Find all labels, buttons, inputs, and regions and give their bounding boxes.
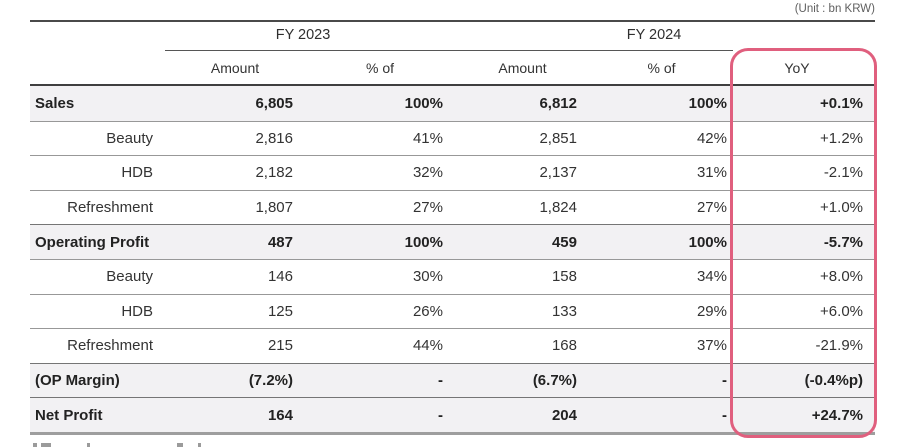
cell-value: -: [722, 372, 727, 390]
column-header-row: Amount % of Amount % of YoY: [30, 51, 875, 84]
cell-value: 1,824: [539, 199, 577, 217]
row-label: Refreshment: [67, 337, 153, 355]
cell-value: 133: [551, 302, 577, 320]
table-row-refreshment: Refreshment 215 44% 168 37% -21.9%: [30, 328, 875, 363]
column-header-amount-fy2023: Amount: [210, 59, 260, 76]
cell-value: 100%: [688, 94, 727, 112]
table-bottom-rule: [30, 432, 875, 435]
row-label: Refreshment: [67, 199, 153, 217]
column-header-pct-fy2024: % of: [647, 59, 676, 76]
column-header-amount-fy2024: Amount: [498, 59, 547, 76]
cell-value: 487: [267, 233, 293, 251]
cell-value: 6,805: [255, 94, 293, 112]
table-row-net-profit: Net Profit 164 - 204 - +24.7%: [30, 397, 875, 432]
table-body: Sales 6,805 100% 6,812 100% +0.1% Beauty 2,816 4…: [30, 86, 875, 432]
cell-value: 37%: [696, 337, 727, 355]
cell-value: +1.2%: [820, 129, 863, 147]
table-header-rule: [30, 84, 875, 86]
footnote-fragment: [41, 443, 48, 447]
table-row-beauty: Beauty 2,816 41% 2,851 42% +1.2%: [30, 120, 875, 156]
cell-value: -: [438, 406, 443, 424]
cell-value: 100%: [404, 233, 443, 251]
cell-value: +6.0%: [820, 302, 863, 320]
cell-value: 2,816: [255, 129, 293, 147]
table-row-beauty: Beauty 146 30% 158 34% +8.0%: [30, 258, 875, 294]
footnote-fragment: [198, 443, 201, 447]
table-row-operating-profit: Operating Profit 487 100% 459 100% -5.7%: [30, 224, 875, 259]
cell-value: (7.2%): [248, 372, 293, 390]
row-label: Operating Profit: [35, 233, 150, 251]
cell-value: 44%: [412, 337, 443, 355]
cell-value: 2,851: [539, 129, 577, 147]
cell-value: 6,812: [539, 94, 577, 112]
cell-value: 2,182: [255, 164, 293, 182]
row-label: HDB: [121, 302, 153, 320]
cell-value: +1.0%: [820, 199, 863, 217]
cell-value: -: [438, 372, 443, 390]
cell-value: 204: [551, 406, 577, 424]
cell-value: +0.1%: [820, 94, 863, 112]
cell-value: 1,807: [255, 199, 293, 217]
cell-value: 27%: [696, 199, 727, 217]
cell-value: 459: [551, 233, 577, 251]
column-group-underline: [165, 50, 733, 51]
cell-value: 100%: [404, 94, 443, 112]
cell-value: (-0.4%p): [804, 372, 863, 390]
cell-value: -: [722, 406, 727, 424]
cell-value: 30%: [412, 268, 443, 286]
table-row-refreshment: Refreshment 1,807 27% 1,824 27% +1.0%: [30, 189, 875, 225]
cell-value: 41%: [412, 129, 443, 147]
cell-value: +24.7%: [811, 406, 863, 424]
footnote-fragment: [48, 443, 51, 447]
cell-value: 42%: [696, 129, 727, 147]
cell-value: 2,137: [539, 164, 577, 182]
cell-value: (6.7%): [532, 372, 577, 390]
cell-value: -21.9%: [815, 337, 863, 355]
table-row-sales: Sales 6,805 100% 6,812 100% +0.1%: [30, 86, 875, 121]
column-group-fy2023: FY 2023: [275, 27, 331, 43]
cell-value: 215: [267, 337, 293, 355]
cell-value: 158: [551, 268, 577, 286]
column-group-fy2024: FY 2024: [626, 27, 682, 43]
cell-value: 164: [267, 406, 293, 424]
row-label: HDB: [121, 164, 153, 182]
column-header-yoy: YoY: [784, 59, 810, 76]
cell-value: 27%: [412, 199, 443, 217]
row-label: (OP Margin): [35, 372, 120, 390]
cell-value: +8.0%: [820, 268, 863, 286]
cell-value: 32%: [412, 164, 443, 182]
row-label: Sales: [35, 94, 75, 112]
footnote-fragment: [87, 443, 90, 447]
table-row-hdb: HDB 2,182 32% 2,137 31% -2.1%: [30, 155, 875, 190]
cell-value: 146: [267, 268, 293, 286]
footnote-fragment: [177, 443, 183, 447]
table-top-rule: [30, 20, 875, 22]
cell-value: 31%: [696, 164, 727, 182]
column-header-spacer: [30, 51, 165, 84]
unit-label: (Unit : bn KRW): [794, 3, 875, 15]
cell-value: 29%: [696, 302, 727, 320]
table-row-op-margin: (OP Margin) (7.2%) - (6.7%) - (-0.4%p): [30, 362, 875, 398]
cell-value: -5.7%: [823, 233, 863, 251]
column-header-pct-fy2023: % of: [365, 59, 394, 76]
financial-table: FY 2023 FY 2024 Amount % of Amount % of …: [30, 20, 877, 438]
row-label: Beauty: [106, 129, 153, 147]
cell-value: 26%: [412, 302, 443, 320]
cell-value: 100%: [688, 233, 727, 251]
cell-value: 125: [267, 302, 293, 320]
cell-value: 34%: [696, 268, 727, 286]
cell-value: 168: [551, 337, 577, 355]
row-label: Net Profit: [35, 406, 103, 424]
table-row-hdb: HDB 125 26% 133 29% +6.0%: [30, 293, 875, 329]
footnote-fragment: [33, 443, 37, 447]
cell-value: -2.1%: [823, 164, 863, 182]
row-label: Beauty: [106, 268, 153, 286]
